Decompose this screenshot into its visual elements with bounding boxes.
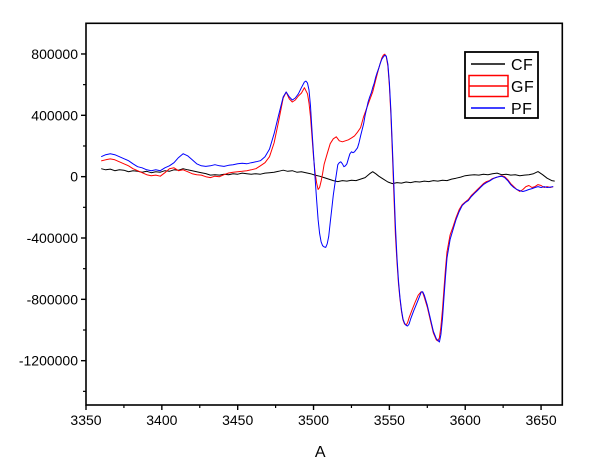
y-tick-label: -800000 [27, 291, 79, 307]
y-tick-label: 400000 [31, 107, 78, 123]
series-line-PF [100, 54, 554, 343]
y-tick-label: 0 [70, 169, 78, 185]
x-tick-label: 3450 [222, 412, 253, 428]
x-tick-label: 3500 [298, 412, 329, 428]
plot-area-border [85, 22, 564, 406]
x-tick-label: 3550 [374, 412, 405, 428]
legend-label-CF: CF [511, 57, 533, 74]
y-tick-label: -1200000 [19, 353, 78, 369]
y-tick-label: -400000 [27, 230, 79, 246]
x-tick-label: 3400 [146, 412, 177, 428]
legend-label-PF: PF [511, 101, 532, 118]
x-tick-label: 3350 [70, 412, 101, 428]
x-axis-title: A [315, 444, 326, 461]
series-line-GF [101, 53, 554, 342]
x-tick-label: 3650 [525, 412, 556, 428]
y-tick-label: 800000 [31, 46, 78, 62]
legend-box [464, 51, 539, 119]
x-tick-label: 3600 [450, 412, 481, 428]
legend-label-GF: GF [511, 79, 534, 96]
